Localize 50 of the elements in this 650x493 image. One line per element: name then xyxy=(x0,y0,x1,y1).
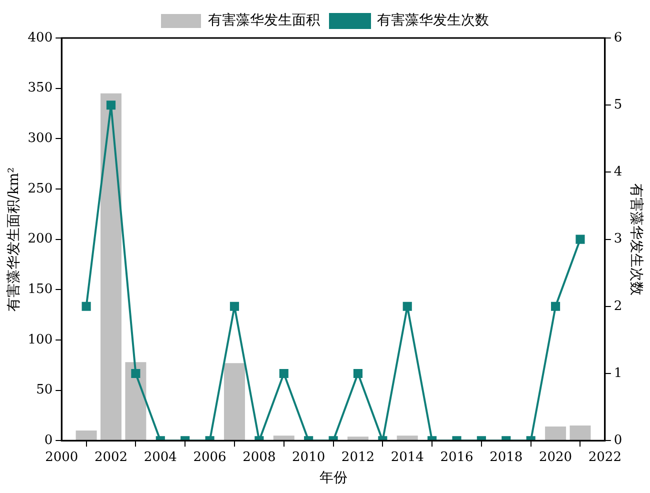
bar xyxy=(396,436,418,440)
y2-axis-title: 有害藻华发生次数 xyxy=(628,183,644,296)
y-tick-label: 250 xyxy=(28,181,53,196)
y-tick-label: 50 xyxy=(36,382,53,398)
x-tick-label: 2004 xyxy=(144,450,177,465)
y2-tick-label: 3 xyxy=(614,232,622,247)
bar xyxy=(76,430,97,440)
bar xyxy=(100,93,122,440)
y-axis-title: 有害藻华发生面积/km² xyxy=(6,167,22,312)
y-tick-label: 400 xyxy=(28,30,53,46)
bar xyxy=(347,436,368,440)
y-tick-label: 350 xyxy=(28,80,53,96)
bar xyxy=(545,426,566,440)
point xyxy=(131,368,140,378)
bar xyxy=(273,436,294,440)
point xyxy=(402,302,412,311)
x-tick-label: 2022 xyxy=(588,450,622,465)
point xyxy=(576,234,585,244)
point xyxy=(551,302,560,311)
y-tick-label: 150 xyxy=(28,282,53,297)
x-tick-label: 2002 xyxy=(94,450,128,465)
x-tick-label: 2020 xyxy=(538,450,572,465)
y-tick-label: 300 xyxy=(28,131,53,146)
y-tick-label: 0 xyxy=(44,432,53,448)
x-tick-label: 2016 xyxy=(440,450,474,465)
x-tick-label: 2006 xyxy=(193,450,226,465)
x-tick-label: 2010 xyxy=(292,450,326,465)
x-tick-label: 2008 xyxy=(242,450,276,465)
bar xyxy=(570,426,591,440)
x-tick-label: 2014 xyxy=(390,450,424,465)
x-tick-label: 2000 xyxy=(45,450,78,465)
point xyxy=(82,302,91,311)
y2-tick-label: 5 xyxy=(614,97,622,112)
y2-tick-label: 4 xyxy=(614,164,622,180)
y2-tick-label: 2 xyxy=(614,298,622,314)
point xyxy=(230,302,240,311)
bar xyxy=(224,363,245,440)
y2-tick-label: 0 xyxy=(614,432,622,448)
y2-tick-label: 1 xyxy=(614,366,622,381)
y-tick-label: 100 xyxy=(28,332,53,348)
legend-label: 有害藻华发生面积 xyxy=(208,12,320,29)
legend-label: 有害藻华发生次数 xyxy=(377,12,489,29)
y-tick-label: 200 xyxy=(28,232,53,247)
x-axis-title: 年份 xyxy=(319,470,348,486)
y2-tick-label: 6 xyxy=(614,30,622,46)
point xyxy=(279,368,288,378)
bar xyxy=(125,362,146,440)
x-tick-label: 2018 xyxy=(490,450,523,465)
point xyxy=(353,368,363,378)
x-tick-label: 2012 xyxy=(341,450,375,465)
